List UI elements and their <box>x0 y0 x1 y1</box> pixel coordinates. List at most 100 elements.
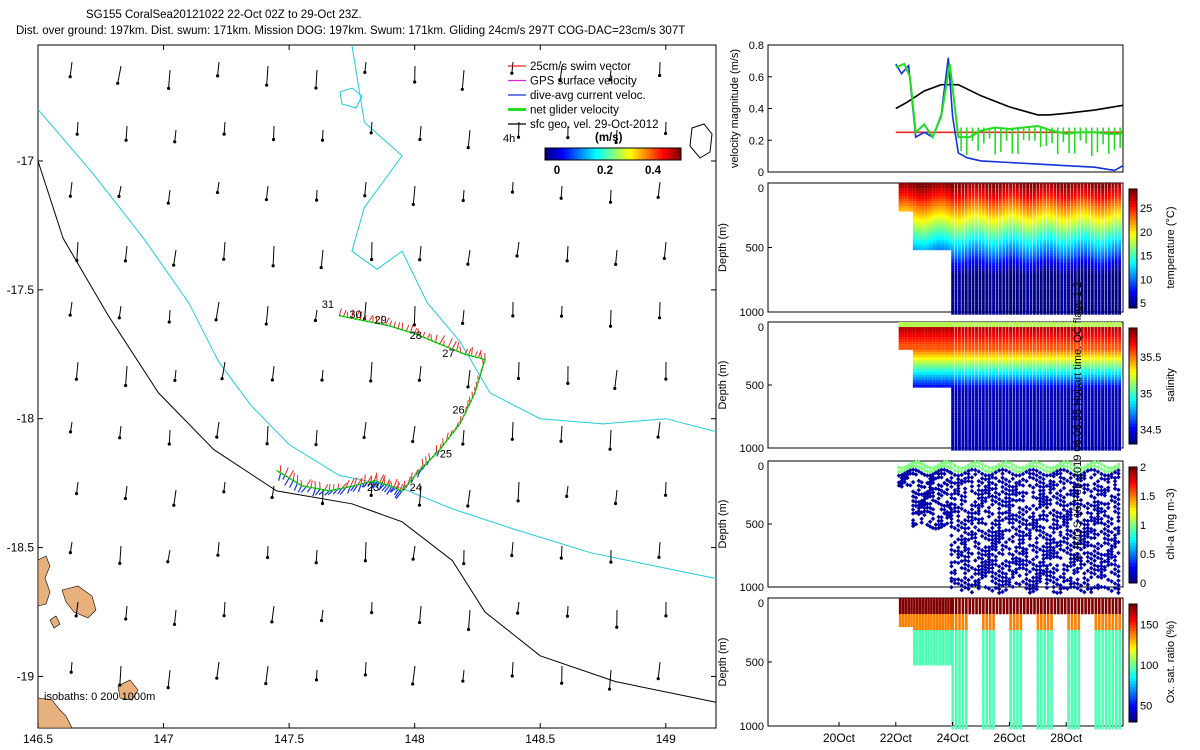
section-cell <box>1090 195 1094 199</box>
section-cell <box>1002 211 1006 215</box>
section-cell <box>1094 301 1098 305</box>
section-cell <box>998 247 1002 251</box>
section-cell <box>1097 255 1101 258</box>
velocity-arrow <box>174 369 177 381</box>
colorbar-cell <box>1129 266 1137 270</box>
section-cell <box>935 229 939 233</box>
section-cell <box>1067 281 1070 284</box>
colorbar-cell <box>595 148 598 160</box>
section-cell <box>995 252 999 256</box>
section-cell <box>1032 224 1036 227</box>
section-cell <box>968 291 972 295</box>
section-cell <box>1084 299 1088 302</box>
colorbar-cell <box>587 148 590 160</box>
section-cell <box>932 362 936 365</box>
section-cell <box>1094 281 1098 284</box>
section-cell <box>1022 260 1026 264</box>
velocity-arrow <box>173 489 177 506</box>
swim-vector <box>338 308 342 316</box>
section-cell <box>944 379 947 383</box>
dac-vector <box>378 483 385 491</box>
section-cell <box>912 372 916 376</box>
section-cell <box>924 344 928 348</box>
section-cell <box>975 432 978 436</box>
section-cell <box>1070 208 1074 212</box>
dac-vector <box>357 483 362 493</box>
section-cell <box>1073 281 1077 284</box>
section-cell <box>1084 255 1088 258</box>
section-cell <box>958 445 961 449</box>
section-cell <box>1046 306 1050 310</box>
section-cell <box>971 407 975 411</box>
velocity-arrow-head <box>413 80 417 84</box>
section-cell <box>985 293 989 297</box>
section-cell <box>941 208 945 212</box>
section-cell <box>975 309 978 313</box>
section-cell <box>1094 237 1098 240</box>
section-cell <box>924 374 928 378</box>
section-cell <box>1056 234 1060 238</box>
section-cell <box>975 397 978 401</box>
section-cell <box>1053 201 1057 204</box>
section-cell <box>929 372 933 376</box>
section-cell <box>958 237 961 240</box>
section-cell <box>985 392 989 396</box>
section-cell <box>929 232 933 235</box>
section-cell <box>1002 442 1006 446</box>
section-cell <box>981 237 985 240</box>
section-cell <box>992 252 995 256</box>
section-cell <box>929 367 933 371</box>
section-cell <box>921 229 925 233</box>
section-cell <box>998 379 1002 383</box>
section-cell <box>1015 208 1019 212</box>
section-cell <box>1073 244 1077 248</box>
section-cell <box>958 369 961 373</box>
section-cell <box>1073 226 1077 230</box>
section-cell <box>915 329 919 333</box>
section-cell <box>1080 268 1084 271</box>
section-cell <box>995 201 999 204</box>
section-cell <box>968 392 972 396</box>
section-cell <box>929 334 933 338</box>
section-cell <box>1009 420 1013 423</box>
section-cell <box>971 198 975 202</box>
velocity-arrow-head <box>264 322 268 326</box>
section-cell <box>927 232 930 235</box>
velocity-arrow <box>566 245 569 261</box>
section-cell <box>1036 286 1040 289</box>
section-cell <box>1084 265 1088 269</box>
section-cell <box>935 188 939 191</box>
section-cell <box>1087 268 1091 271</box>
section-cell <box>1029 301 1033 305</box>
section-cell <box>944 201 947 204</box>
section-cell <box>946 334 950 338</box>
section-cell <box>981 195 985 199</box>
section-cell <box>961 405 965 408</box>
section-cell <box>1009 237 1013 240</box>
section-cell <box>998 349 1002 353</box>
section-cell <box>968 185 972 189</box>
section-cell <box>1046 283 1050 287</box>
section-cell <box>1111 190 1115 194</box>
section-cell <box>1053 247 1057 251</box>
section-cell <box>1118 296 1122 300</box>
section-cell <box>968 226 972 230</box>
section-cell <box>992 337 995 340</box>
section-cell <box>1070 265 1074 269</box>
section-cell <box>1073 219 1077 222</box>
section-cell <box>1029 275 1033 279</box>
section-cell <box>1101 226 1105 230</box>
section-cell <box>1077 216 1081 220</box>
section-cell <box>1087 296 1091 300</box>
section-cell <box>1090 242 1094 246</box>
section-cell <box>992 382 995 386</box>
section-cell <box>1077 239 1081 243</box>
section-cell <box>1114 255 1118 258</box>
section-cell <box>1002 226 1006 230</box>
section-cell <box>915 211 919 215</box>
section-cell <box>1002 312 1006 315</box>
section-cell <box>978 395 982 398</box>
section-cell <box>975 201 978 204</box>
section-cell <box>998 260 1002 264</box>
section-cell <box>978 309 982 313</box>
